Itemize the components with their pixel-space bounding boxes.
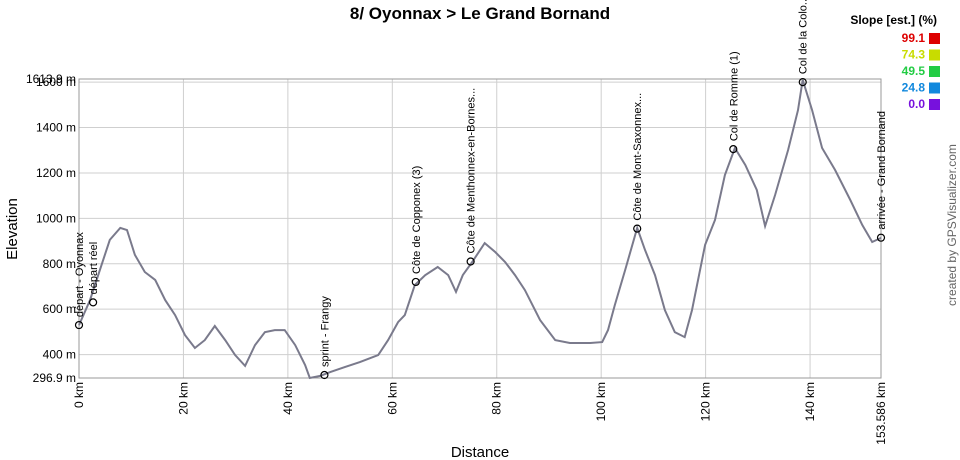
y-tick-label: 400 m <box>43 348 76 362</box>
x-tick-label: 153.586 km <box>874 382 888 445</box>
y-tick-label: 800 m <box>43 257 76 271</box>
legend-label: 74.3 <box>902 48 926 62</box>
legend-title: Slope [est.] (%) <box>850 13 937 27</box>
waypoint-marker <box>876 233 886 242</box>
x-tick-label: 40 km <box>281 382 295 415</box>
legend-label: 49.5 <box>902 64 926 78</box>
waypoint-label: Col de Romme (1) <box>728 51 740 141</box>
waypoint-marker <box>320 370 329 380</box>
elevation-line <box>78 79 882 380</box>
waypoint-label: Côte de Copponex (3) <box>411 166 423 274</box>
x-tick-label: 140 km <box>803 382 817 421</box>
x-tick-label: 80 km <box>490 382 504 415</box>
legend-label: 0.0 <box>908 97 925 111</box>
chart-title: 8/ Oyonnax > Le Grand Bornand <box>350 4 610 23</box>
waypoint-marker <box>411 277 420 287</box>
x-tick-label: 20 km <box>176 382 190 415</box>
legend-label: 24.8 <box>902 81 926 95</box>
waypoint-marker <box>74 320 84 330</box>
y-tick-label: 1200 m <box>36 166 76 180</box>
legend-swatch <box>929 99 940 110</box>
legend-swatch <box>929 66 940 77</box>
waypoint-label: arrivée - Grand Bornand <box>876 111 888 230</box>
waypoint-marker <box>466 257 475 266</box>
y-tick-label: 1000 m <box>36 211 76 225</box>
credit: created by GPSVisualizer.com <box>945 144 959 306</box>
waypoint-marker <box>729 145 738 154</box>
y-axis-label: Elevation <box>4 198 21 260</box>
waypoint-label: Côte de Menthonnex-en-Bornes... <box>466 88 478 254</box>
waypoint-marker <box>88 298 98 307</box>
legend-swatch <box>929 49 940 61</box>
legend-swatch <box>929 33 940 44</box>
y-tick-label: 600 m <box>43 302 76 316</box>
y-tick-label: 296.9 m <box>33 371 76 385</box>
x-tick-label: 60 km <box>385 382 399 415</box>
y-tick-label: 1613.9 m <box>26 72 76 86</box>
y-tick-label: 1400 m <box>36 121 76 135</box>
legend-label: 99.1 <box>902 31 926 45</box>
x-tick-label: 120 km <box>699 382 713 421</box>
plot-frame <box>78 78 882 379</box>
waypoint-marker <box>798 78 807 87</box>
x-tick-label: 100 km <box>594 382 608 421</box>
y-tick-label: 1600 m <box>36 75 76 89</box>
waypoint-label: départ - Oyonnax <box>74 232 86 317</box>
waypoint-label: Côte de Mont-Saxonnex... <box>632 93 644 221</box>
x-tick-label: 0 km <box>72 382 86 408</box>
waypoint-label: sprint - Frangy <box>319 296 331 367</box>
x-axis-label: Distance <box>451 444 509 460</box>
waypoint-label: Col de la Colo... <box>798 0 810 74</box>
waypoint-marker <box>633 224 642 233</box>
waypoint-label: départ réel <box>88 242 100 295</box>
legend-swatch <box>929 82 940 94</box>
